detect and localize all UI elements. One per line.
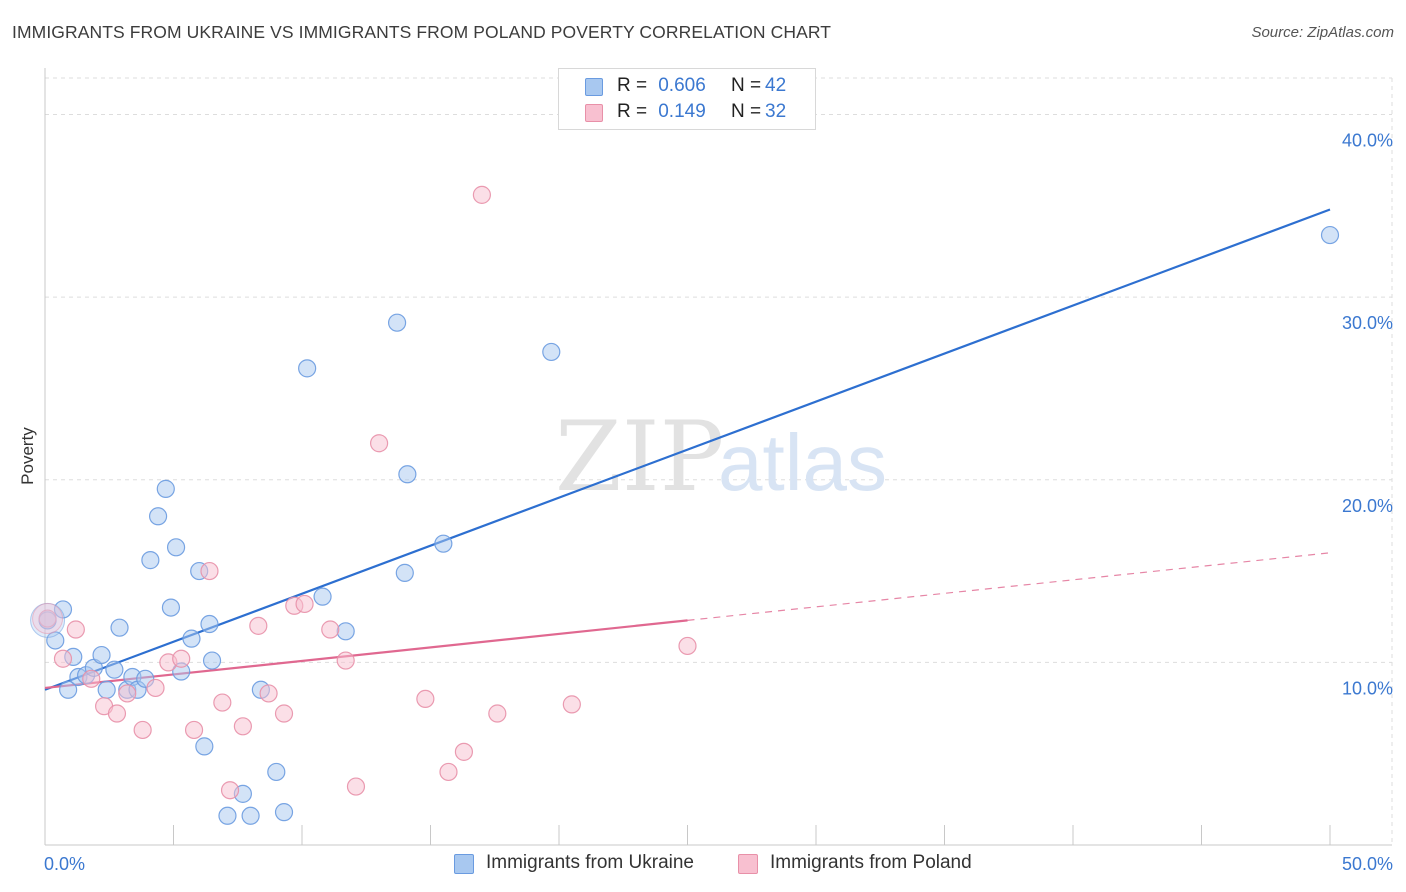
- point-ukraine: [97, 680, 116, 699]
- x-tick-label: 50.0%: [1342, 854, 1393, 874]
- y-tick-label: 40.0%: [1342, 131, 1393, 151]
- y-tick-label: 20.0%: [1342, 496, 1393, 516]
- legend-r-label: R =: [617, 75, 648, 96]
- point-poland: [66, 620, 85, 639]
- point-ukraine: [241, 806, 260, 825]
- point-poland: [133, 720, 152, 740]
- axes: [44, 68, 1392, 846]
- point-poland: [295, 594, 314, 614]
- legend-swatch-poland: [585, 104, 603, 122]
- series-name-poland: Immigrants from Poland: [770, 852, 972, 873]
- point-poland: [259, 684, 278, 703]
- point-ukraine: [148, 507, 168, 526]
- point-ukraine: [202, 651, 222, 670]
- point-ukraine: [195, 737, 214, 756]
- legend-n-value: 32: [765, 101, 787, 122]
- point-poland: [53, 649, 73, 668]
- chart-title: IMMIGRANTS FROM UKRAINE VS IMMIGRANTS FR…: [12, 22, 832, 42]
- trend-lines: [44, 208, 1331, 691]
- point-poland: [454, 742, 474, 761]
- point-poland: [472, 185, 491, 204]
- series-swatch-poland: [738, 854, 758, 874]
- point-poland: [233, 717, 252, 736]
- point-ukraine: [200, 614, 219, 634]
- series-swatch-ukraine: [454, 854, 474, 874]
- point-poland: [336, 651, 355, 670]
- point-poland: [678, 636, 697, 656]
- point-poland: [213, 693, 232, 712]
- point-poland: [439, 762, 458, 782]
- point-ukraine: [1320, 225, 1340, 245]
- point-ukraine: [105, 660, 124, 679]
- point-ukraine: [387, 313, 407, 332]
- point-poland: [220, 781, 240, 800]
- tick-labels: 10.0% 20.0% 30.0% 40.0% 0.0% 50.0%: [44, 131, 1393, 874]
- series-name-ukraine: Immigrants from Ukraine: [486, 852, 694, 873]
- watermark-atlas: atlas: [718, 418, 887, 507]
- point-poland: [107, 704, 127, 723]
- point-ukraine: [166, 538, 186, 557]
- source-label: Source: ZipAtlas.com: [1251, 24, 1394, 41]
- point-poland: [184, 720, 204, 740]
- point-ukraine: [434, 534, 453, 553]
- point-ukraine: [274, 803, 294, 822]
- trend-line-ukraine: [44, 208, 1331, 691]
- point-ukraine: [395, 563, 414, 582]
- point-poland: [321, 620, 340, 639]
- legend-r-value: 0.149: [658, 101, 706, 122]
- watermark-zip: ZIP: [555, 401, 724, 513]
- point-poland: [274, 704, 294, 723]
- point-ukraine: [218, 806, 237, 825]
- point-ukraine: [161, 598, 181, 617]
- legend-n-label: N =: [731, 75, 762, 96]
- point-ukraine: [313, 587, 332, 606]
- point-ukraine: [156, 479, 175, 498]
- point-poland: [488, 704, 507, 723]
- point-poland: [82, 669, 101, 688]
- y-axis-label: Poverty: [18, 427, 37, 485]
- trend-line-poland-extension: [687, 552, 1331, 621]
- x-tick-label: 0.0%: [44, 854, 85, 874]
- point-ukraine: [298, 359, 317, 378]
- point-ukraine: [542, 342, 561, 362]
- point-ukraine: [398, 465, 417, 484]
- point-ukraine: [336, 622, 355, 641]
- point-ukraine: [182, 629, 201, 648]
- legend-swatch-ukraine: [585, 78, 603, 96]
- point-poland: [118, 684, 137, 703]
- data-points: [30, 185, 1340, 825]
- point-ukraine: [267, 762, 286, 782]
- point-ukraine: [59, 680, 78, 699]
- legend-n-label: N =: [731, 101, 762, 122]
- point-poland: [370, 434, 389, 453]
- point-poland: [38, 609, 57, 628]
- point-poland: [562, 695, 581, 714]
- legend-n-value: 42: [765, 75, 787, 96]
- point-poland: [416, 689, 435, 709]
- point-poland: [346, 777, 366, 796]
- point-ukraine: [141, 551, 160, 570]
- point-ukraine: [110, 618, 129, 637]
- point-poland: [172, 649, 191, 668]
- point-poland: [146, 678, 165, 698]
- correlation-legend: R = 0.606 N = 42 R = 0.149 N = 32: [558, 68, 816, 130]
- point-ukraine: [92, 645, 111, 665]
- point-poland: [249, 616, 268, 635]
- y-tick-label: 10.0%: [1342, 678, 1393, 698]
- point-poland: [200, 561, 219, 581]
- legend-r-value: 0.606: [658, 75, 706, 96]
- legend-r-label: R =: [617, 101, 648, 122]
- y-tick-label: 30.0%: [1342, 313, 1393, 333]
- point-cluster-poland: [32, 603, 64, 635]
